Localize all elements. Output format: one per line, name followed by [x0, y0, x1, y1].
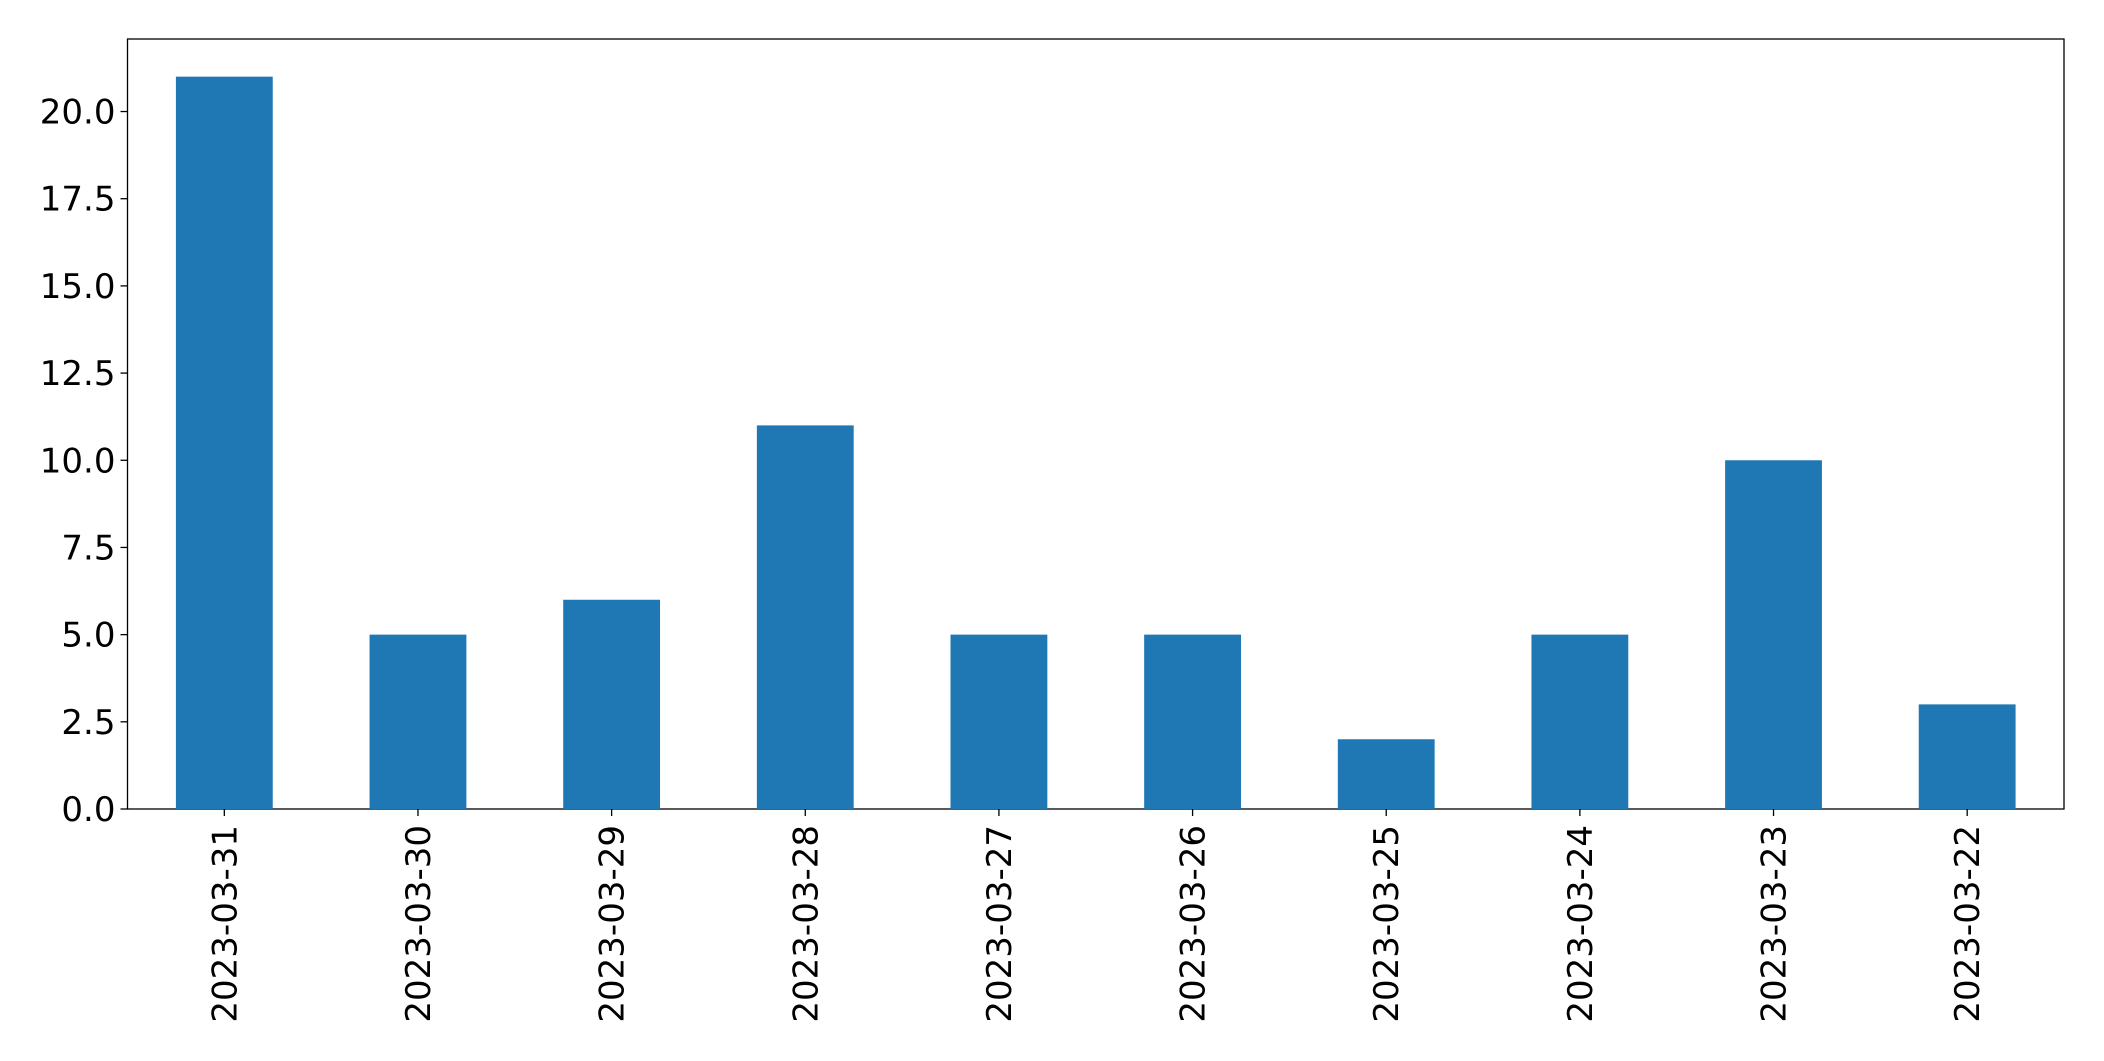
- x-tick-label: 2023-03-31: [205, 825, 245, 1023]
- y-tick-label: 2.5: [61, 703, 115, 743]
- bar: [756, 425, 854, 809]
- x-tick-label: 2023-03-30: [399, 825, 439, 1023]
- x-tick-label: 2023-03-26: [1174, 825, 1214, 1023]
- x-tick-label: 2023-03-29: [593, 825, 633, 1023]
- x-tick-label: 2023-03-27: [980, 825, 1020, 1023]
- bar: [950, 634, 1048, 809]
- y-tick-label: 7.5: [61, 528, 115, 568]
- bar: [1144, 634, 1241, 809]
- y-tick-label: 10.0: [40, 441, 116, 481]
- bar: [1918, 704, 2016, 809]
- bar: [1337, 739, 1435, 809]
- y-tick-label: 17.5: [40, 180, 116, 220]
- bar: [369, 634, 467, 809]
- y-tick-label: 15.0: [40, 267, 116, 307]
- y-tick-label: 5.0: [61, 616, 115, 656]
- bar: [175, 76, 273, 810]
- bar: [1725, 460, 1822, 809]
- y-tick-label: 20.0: [40, 93, 116, 133]
- bar: [563, 599, 661, 809]
- y-tick-label: 0.0: [61, 790, 115, 830]
- x-tick-label: 2023-03-22: [1948, 825, 1988, 1023]
- plot-frame: [126, 38, 2065, 810]
- x-tick-label: 2023-03-28: [786, 825, 826, 1023]
- y-tick-label: 12.5: [40, 354, 116, 394]
- x-tick-label: 2023-03-23: [1755, 825, 1795, 1023]
- x-tick-label: 2023-03-24: [1561, 825, 1601, 1023]
- bar: [1531, 634, 1629, 809]
- x-tick-label: 2023-03-25: [1367, 825, 1407, 1023]
